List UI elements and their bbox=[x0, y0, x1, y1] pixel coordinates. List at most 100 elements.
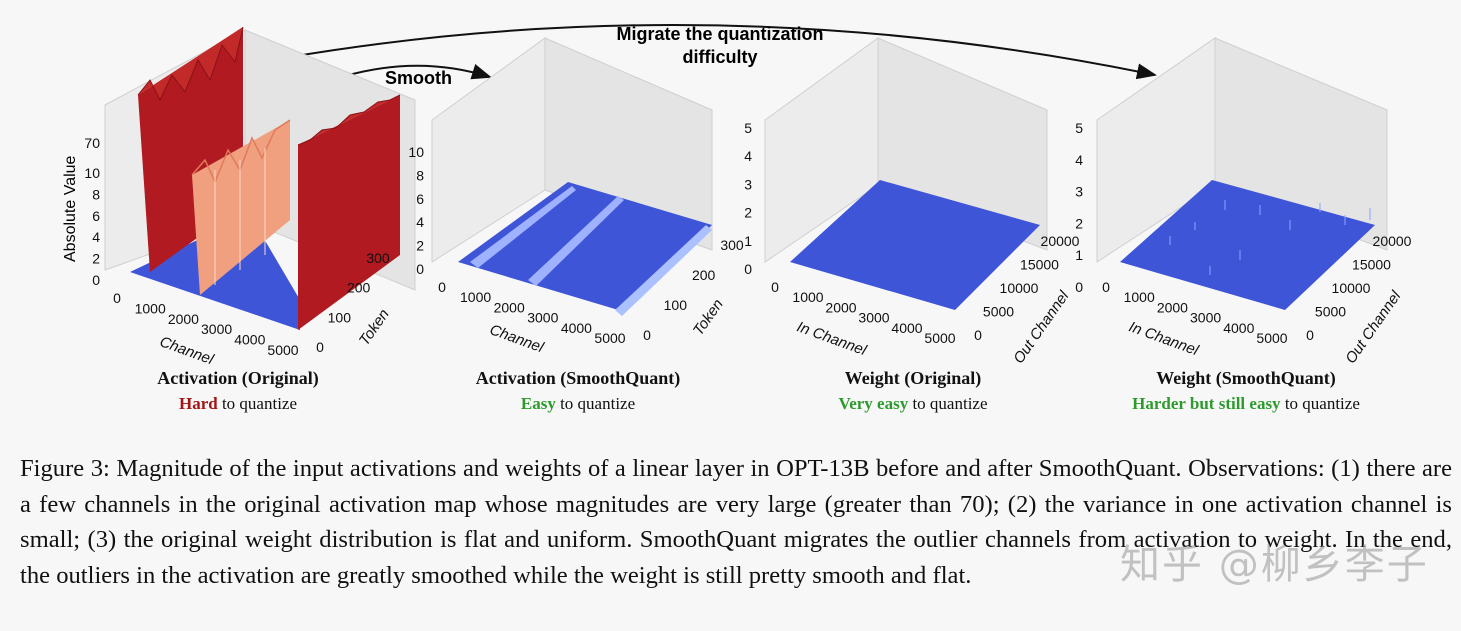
z-tick-label: 1 bbox=[1075, 247, 1083, 263]
x-axis-label: Channel bbox=[157, 333, 216, 368]
floor bbox=[1120, 180, 1375, 310]
z-tick-label: 2 bbox=[744, 205, 752, 221]
x-tick-label: 4000 bbox=[891, 320, 922, 336]
y-tick-label: 15000 bbox=[1020, 257, 1059, 273]
ridge-1 bbox=[470, 186, 576, 268]
z-tick-label: 10 bbox=[84, 165, 100, 181]
panel-title-weight-original: Weight (Original) bbox=[844, 368, 982, 388]
y-tick-label: 10000 bbox=[1000, 280, 1039, 296]
red-spike-right bbox=[297, 94, 401, 330]
z-tick-label: 3 bbox=[1075, 184, 1083, 200]
z-tick-label: 8 bbox=[416, 167, 424, 183]
x-tick-label: 5000 bbox=[924, 330, 955, 346]
subtitle-emphasis: Hard bbox=[178, 394, 218, 413]
y-tick-label: 0 bbox=[316, 339, 324, 355]
y-tick-label: 300 bbox=[720, 237, 744, 253]
x-tick-label: 3000 bbox=[1190, 310, 1221, 326]
y-tick-label: 0 bbox=[974, 327, 982, 343]
z-tick-label: 0 bbox=[416, 261, 424, 277]
x-tick-label: 3000 bbox=[858, 310, 889, 326]
x-tick-label: 3000 bbox=[201, 321, 232, 337]
z-tick-label: 8 bbox=[92, 186, 100, 202]
y-tick-label: 0 bbox=[1306, 327, 1314, 343]
y-tick-label: 10000 bbox=[1332, 280, 1371, 296]
y-axis-label: Token bbox=[690, 296, 727, 339]
y-tick-label: 0 bbox=[643, 327, 651, 343]
subtitle-rest: to quantize bbox=[1280, 394, 1360, 413]
x-tick-label: 0 bbox=[438, 279, 446, 295]
panel-title-weight-smoothquant: Weight (SmoothQuant) bbox=[1156, 368, 1336, 388]
figure-caption: Figure 3: Magnitude of the input activat… bbox=[20, 455, 1452, 589]
y-tick-label: 100 bbox=[664, 297, 688, 313]
x-tick-label: 0 bbox=[1102, 279, 1110, 295]
x-tick-label: 1000 bbox=[460, 289, 491, 305]
y-tick-label: 300 bbox=[366, 250, 390, 266]
panel-subtitle-activation-original: Hard to quantize bbox=[58, 394, 418, 414]
y-tick-label: 20000 bbox=[1041, 233, 1080, 249]
x-tick-label: 3000 bbox=[527, 310, 558, 326]
subtitle-emphasis: Harder but still easy bbox=[1132, 394, 1281, 413]
y-tick-label: 20000 bbox=[1373, 233, 1412, 249]
y-tick-label: 200 bbox=[347, 280, 371, 296]
z-tick-label: 4 bbox=[1075, 152, 1083, 168]
z-tick-label: 6 bbox=[416, 191, 424, 207]
floor bbox=[790, 180, 1040, 310]
subtitle-emphasis: Very easy bbox=[838, 394, 909, 413]
panel-activation-smoothquant bbox=[431, 37, 713, 316]
x-tick-label: 1000 bbox=[135, 300, 166, 316]
x-tick-label: 0 bbox=[113, 290, 121, 306]
smooth-annotation: Smooth bbox=[385, 68, 452, 88]
x-tick-label: 2000 bbox=[494, 299, 525, 315]
panel-weight-smoothquant bbox=[1096, 37, 1388, 310]
floor-noise bbox=[1169, 200, 1371, 275]
z-tick-label: 6 bbox=[92, 208, 100, 224]
z-tick-label: 5 bbox=[1075, 120, 1083, 136]
y-tick-label: 100 bbox=[328, 309, 352, 325]
z-tick-label: 4 bbox=[416, 214, 424, 230]
z-tick-label: 3 bbox=[744, 176, 752, 192]
orange-spike-middle bbox=[191, 119, 291, 295]
panel-activation-original: Absolute Value bbox=[62, 26, 416, 330]
x-tick-label: 2000 bbox=[825, 299, 856, 315]
z-tick-label: 4 bbox=[92, 229, 100, 245]
subtitle-emphasis: Easy bbox=[520, 394, 556, 413]
x-tick-label: 4000 bbox=[234, 332, 265, 348]
y-tick-label: 15000 bbox=[1352, 257, 1391, 273]
x-tick-label: 4000 bbox=[1223, 320, 1254, 336]
z-axis-label: Absolute Value bbox=[62, 155, 79, 262]
y-tick-label: 200 bbox=[692, 267, 716, 283]
z-tick-label: 4 bbox=[744, 148, 752, 164]
x-axis-label: Channel bbox=[487, 321, 546, 356]
y-tick-label: 5000 bbox=[983, 304, 1014, 320]
panel-subtitle-activation-smoothquant: Easy to quantize bbox=[398, 394, 758, 414]
x-tick-label: 5000 bbox=[1256, 330, 1287, 346]
y-tick-label: 5000 bbox=[1315, 304, 1346, 320]
panel-subtitle-weight-smoothquant: Harder but still easy to quantize bbox=[1066, 394, 1426, 414]
subtitle-rest: to quantize bbox=[555, 394, 636, 413]
z-tick-label: 2 bbox=[92, 251, 100, 267]
x-tick-label: 2000 bbox=[168, 311, 199, 327]
x-tick-label: 1000 bbox=[1124, 289, 1155, 305]
smooth-arrow bbox=[344, 63, 492, 80]
z-tick-label: 1 bbox=[744, 233, 752, 249]
y-axis-label: Out Channel bbox=[1010, 288, 1073, 367]
figure-3-plots: Smooth Migrate the quantization difficul… bbox=[62, 24, 1412, 369]
z-tick-label: 0 bbox=[744, 261, 752, 277]
ridge-3 bbox=[615, 225, 712, 316]
z-tick-label: 0 bbox=[92, 272, 100, 288]
panel-title-activation-smoothquant: Activation (SmoothQuant) bbox=[475, 368, 681, 388]
subtitle-rest: to quantize bbox=[908, 394, 988, 413]
z-tick-label: 2 bbox=[1075, 215, 1083, 231]
ridge-2 bbox=[528, 196, 624, 286]
migrate-arrow bbox=[289, 24, 1157, 80]
panel-weight-original bbox=[764, 37, 1048, 310]
x-tick-label: 2000 bbox=[1157, 299, 1188, 315]
migrate-annotation-line1: Migrate the quantization bbox=[617, 24, 824, 44]
migrate-annotation-line2: difficulty bbox=[683, 47, 758, 67]
panel-subtitle-weight-original: Very easy to quantize bbox=[733, 394, 1093, 414]
z-tick-label: 5 bbox=[744, 120, 752, 136]
panel-title-activation-original: Activation (Original) bbox=[157, 368, 319, 388]
z-tick-label: 10 bbox=[408, 144, 424, 160]
x-tick-label: 5000 bbox=[267, 342, 298, 358]
x-tick-label: 5000 bbox=[594, 330, 625, 346]
